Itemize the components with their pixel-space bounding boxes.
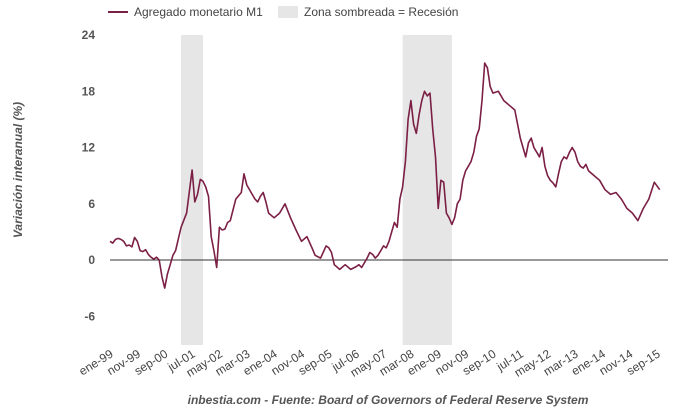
- source-footer: inbestia.com - Fuente: Board of Governor…: [188, 393, 589, 407]
- y-axis-ticks: 24 18 12 6 0 -6: [82, 28, 96, 323]
- legend: Agregado monetario M1 Zona sombreada = R…: [108, 5, 458, 19]
- y-axis-label: Variación interanual (%): [11, 102, 25, 238]
- y-tick-label: 0: [88, 253, 95, 267]
- y-tick-label: 24: [82, 28, 96, 42]
- recession-bands: [181, 35, 452, 345]
- legend-label-m1: Agregado monetario M1: [134, 5, 263, 19]
- y-tick-label: 18: [82, 84, 96, 98]
- legend-label-recession: Zona sombreada = Recesión: [304, 5, 458, 19]
- x-axis-ticks: ene-99nov-99sep-00jul-01may-02mar-03ene-…: [76, 346, 662, 379]
- y-tick-label: 6: [88, 197, 95, 211]
- legend-band-swatch: [278, 6, 298, 18]
- series-line-m1: [109, 62, 661, 289]
- recession-band-1: [181, 35, 203, 345]
- y-tick-label: -6: [84, 309, 95, 323]
- y-tick-label: 12: [82, 141, 96, 155]
